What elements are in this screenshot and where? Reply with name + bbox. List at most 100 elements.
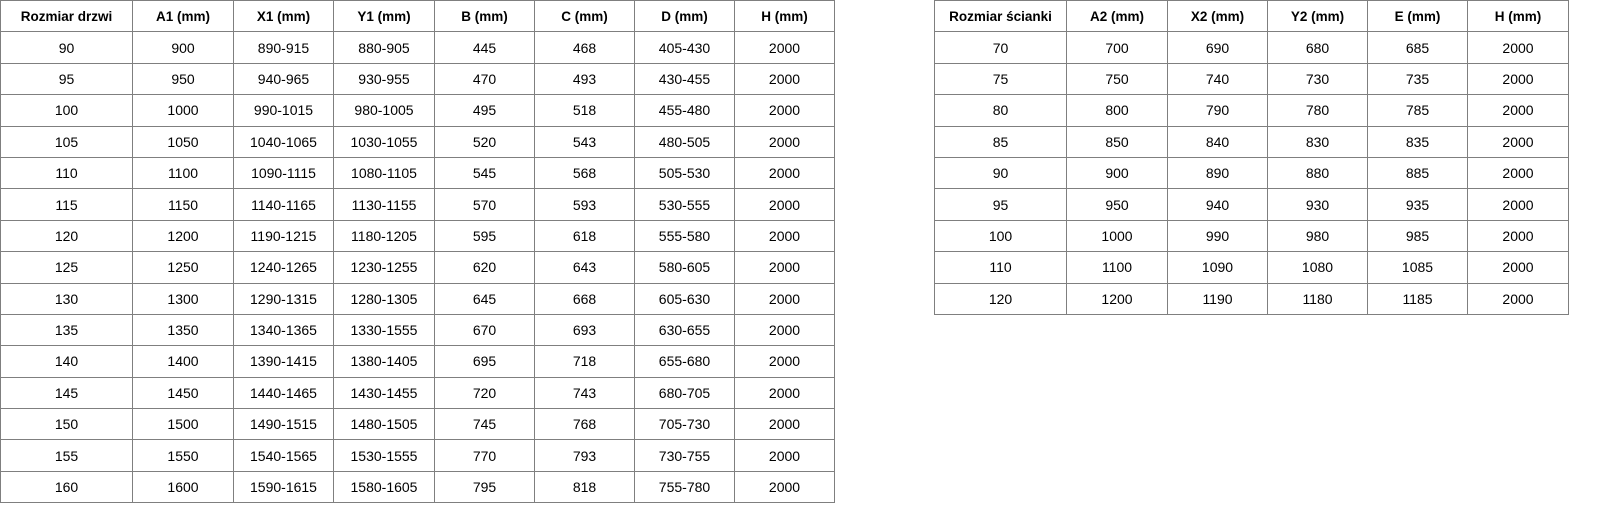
table-cell: 730	[1267, 62, 1368, 96]
table-cell: 940	[1167, 188, 1268, 221]
table-cell: 125	[0, 251, 133, 284]
table-cell: 730-755	[634, 439, 735, 472]
table-header-row: Rozmiar drzwi A1 (mm) X1 (mm) Y1 (mm) B (mm)…	[0, 0, 835, 33]
table-row: 70 700 690 680 685 2000	[934, 31, 1569, 64]
table-cell: 680	[1267, 31, 1368, 64]
table-cell: 2000	[734, 251, 835, 284]
table-cell: 2000	[734, 376, 835, 410]
table-cell: 835	[1367, 125, 1468, 158]
table-cell: 2000	[734, 408, 835, 441]
table-cell: 555-580	[634, 219, 735, 253]
table-cell: 130	[0, 282, 133, 315]
door-size-table: Rozmiar drzwi A1 (mm) X1 (mm) Y1 (mm) B (mm)…	[0, 0, 835, 504]
table-cell: 1340-1365	[233, 313, 334, 347]
table-row: 120 1200 1190-1215 1180-1205 595 618 555-580 20…	[0, 219, 835, 253]
table-cell: 135	[0, 313, 133, 347]
table-cell: 1085	[1367, 251, 1468, 284]
table-row: 105 1050 1040-1065 1030-1055 520 543 480-505 20…	[0, 125, 835, 158]
table-cell: 2000	[734, 282, 835, 315]
table-cell: 1290-1315	[233, 282, 334, 315]
table-cell: 1350	[132, 313, 234, 347]
table-cell: 1090	[1167, 251, 1268, 284]
table-cell: 990	[1167, 219, 1268, 253]
table-cell: 80	[934, 94, 1067, 127]
table-cell: 885	[1367, 156, 1468, 190]
table-cell: 750	[1066, 62, 1168, 96]
table-cell: 445	[434, 31, 535, 64]
table-cell: 790	[1167, 94, 1268, 127]
column-header: A2 (mm)	[1066, 0, 1168, 33]
table-cell: 985	[1367, 219, 1468, 253]
table-cell: 430-455	[634, 62, 735, 96]
column-header: X1 (mm)	[233, 0, 334, 33]
table-cell: 880-905	[333, 31, 435, 64]
table-cell: 685	[1367, 31, 1468, 64]
table-cell: 140	[0, 345, 133, 378]
table-cell: 145	[0, 376, 133, 410]
table-cell: 1490-1515	[233, 408, 334, 441]
table-row: 80 800 790 780 785 2000	[934, 94, 1569, 127]
column-header: X2 (mm)	[1167, 0, 1268, 33]
table-cell: 480-505	[634, 125, 735, 158]
table-cell: 890	[1167, 156, 1268, 190]
wall-size-table: Rozmiar ścianki A2 (mm) X2 (mm) Y2 (mm) E (m…	[934, 0, 1569, 315]
table-cell: 800	[1066, 94, 1168, 127]
table-cell: 545	[434, 156, 535, 190]
table-cell: 1200	[1066, 282, 1168, 315]
table-row: 75 750 740 730 735 2000	[934, 62, 1569, 96]
table-cell: 468	[534, 31, 635, 64]
table-cell: 643	[534, 251, 635, 284]
table-row: 95 950 940-965 930-955 470 493 430-455 2000	[0, 62, 835, 96]
table-cell: 155	[0, 439, 133, 472]
table-cell: 2000	[1467, 31, 1569, 64]
table-cell: 705-730	[634, 408, 735, 441]
table-row: 135 1350 1340-1365 1330-1555 670 693 630-655 20…	[0, 313, 835, 347]
table-cell: 85	[934, 125, 1067, 158]
table-cell: 1390-1415	[233, 345, 334, 378]
table-cell: 115	[0, 188, 133, 221]
table-cell: 1250	[132, 251, 234, 284]
table-cell: 160	[0, 470, 133, 504]
table-cell: 1090-1115	[233, 156, 334, 190]
table-cell: 1080-1105	[333, 156, 435, 190]
table-cell: 110	[0, 156, 133, 190]
table-row: 110 1100 1090 1080 1085 2000	[934, 251, 1569, 284]
table-cell: 1280-1305	[333, 282, 435, 315]
table-cell: 1480-1505	[333, 408, 435, 441]
table-row: 115 1150 1140-1165 1130-1155 570 593 530-555 20…	[0, 188, 835, 221]
table-cell: 570	[434, 188, 535, 221]
table-cell: 1430-1455	[333, 376, 435, 410]
table-cell: 2000	[1467, 62, 1569, 96]
table-cell: 1240-1265	[233, 251, 334, 284]
table-cell: 75	[934, 62, 1067, 96]
table-cell: 818	[534, 470, 635, 504]
table-cell: 1190	[1167, 282, 1268, 315]
table-cell: 150	[0, 408, 133, 441]
table-cell: 1600	[132, 470, 234, 504]
table-cell: 518	[534, 94, 635, 127]
table-cell: 693	[534, 313, 635, 347]
table-row: 100 1000 990-1015 980-1005 495 518 455-480 2000	[0, 94, 835, 127]
table-cell: 2000	[1467, 219, 1569, 253]
table-cell: 2000	[1467, 156, 1569, 190]
table-cell: 930-955	[333, 62, 435, 96]
table-cell: 930	[1267, 188, 1368, 221]
table-cell: 405-430	[634, 31, 735, 64]
table-cell: 1550	[132, 439, 234, 472]
table-cell: 1050	[132, 125, 234, 158]
table-cell: 2000	[734, 125, 835, 158]
table-cell: 95	[0, 62, 133, 96]
table-cell: 680-705	[634, 376, 735, 410]
column-header: A1 (mm)	[132, 0, 234, 33]
table-cell: 1500	[132, 408, 234, 441]
table-cell: 2000	[1467, 188, 1569, 221]
table-cell: 793	[534, 439, 635, 472]
table-cell: 2000	[1467, 282, 1569, 315]
table-cell: 110	[934, 251, 1067, 284]
table-cell: 785	[1367, 94, 1468, 127]
table-cell: 1150	[132, 188, 234, 221]
table-cell: 780	[1267, 94, 1368, 127]
table-cell: 740	[1167, 62, 1268, 96]
table-cell: 1580-1605	[333, 470, 435, 504]
table-cell: 543	[534, 125, 635, 158]
